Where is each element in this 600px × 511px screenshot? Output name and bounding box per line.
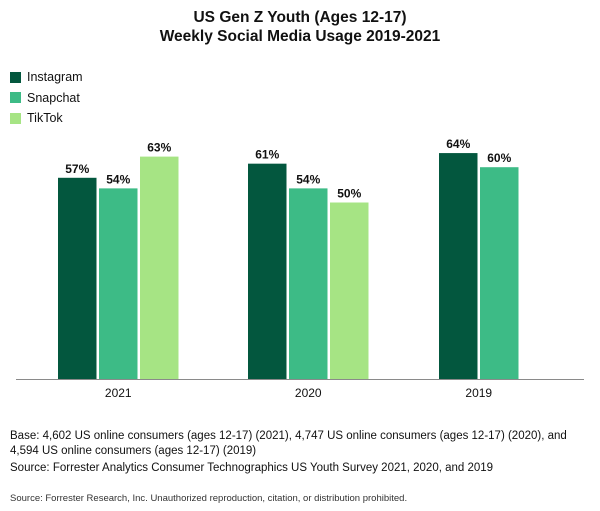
bar-tiktok-2020 bbox=[330, 202, 369, 379]
legend-label-snapchat: Snapchat bbox=[27, 90, 80, 105]
bar-tiktok-2021 bbox=[140, 156, 179, 379]
legend-label-tiktok: TikTok bbox=[27, 111, 63, 126]
data-label-snapchat-2019: 60% bbox=[487, 151, 511, 165]
legend-item-snapchat: Snapchat bbox=[10, 88, 83, 109]
bar-snapchat-2021 bbox=[99, 188, 138, 379]
source-footnote: Source: Forrester Analytics Consumer Tec… bbox=[10, 462, 494, 474]
data-label-snapchat-2021: 54% bbox=[106, 172, 130, 186]
x-tick-label-2021: 2021 bbox=[105, 386, 132, 400]
data-label-tiktok-2020: 50% bbox=[337, 187, 361, 201]
data-label-tiktok-2021: 63% bbox=[147, 141, 171, 155]
bar-snapchat-2019 bbox=[480, 167, 519, 379]
chart-legend: Instagram Snapchat TikTok bbox=[10, 67, 83, 129]
chart-title-block: US Gen Z Youth (Ages 12-17) Weekly Socia… bbox=[0, 8, 600, 46]
data-label-instagram-2020: 61% bbox=[255, 148, 279, 162]
copyright-note: Source: Forrester Research, Inc. Unautho… bbox=[10, 493, 408, 504]
data-label-snapchat-2020: 54% bbox=[296, 172, 320, 186]
x-tick-label-2019: 2019 bbox=[465, 386, 492, 400]
legend-item-instagram: Instagram bbox=[10, 67, 83, 88]
bar-snapchat-2020 bbox=[289, 188, 328, 379]
legend-item-tiktok: TikTok bbox=[10, 108, 83, 129]
base-footnote: Base: 4,602 US online consumers (ages 12… bbox=[10, 430, 567, 457]
bar-chart-plot: 57% 54% 63% 2021 61% 54% 50% 2020 64% 60% 2019 bbox=[16, 137, 584, 400]
data-label-instagram-2021: 57% bbox=[65, 162, 89, 176]
legend-label-instagram: Instagram bbox=[27, 70, 83, 85]
bar-instagram-2020 bbox=[248, 163, 287, 379]
legend-swatch-tiktok bbox=[10, 112, 21, 124]
chart-title: US Gen Z Youth (Ages 12-17) bbox=[193, 9, 407, 26]
data-label-instagram-2019: 64% bbox=[446, 137, 470, 151]
x-tick-label-2020: 2020 bbox=[295, 386, 322, 400]
chart-subtitle: Weekly Social Media Usage 2019-2021 bbox=[159, 28, 441, 45]
legend-swatch-snapchat bbox=[10, 92, 21, 104]
bar-instagram-2019 bbox=[439, 153, 478, 379]
legend-swatch-instagram bbox=[10, 71, 21, 83]
bar-instagram-2021 bbox=[58, 177, 97, 379]
